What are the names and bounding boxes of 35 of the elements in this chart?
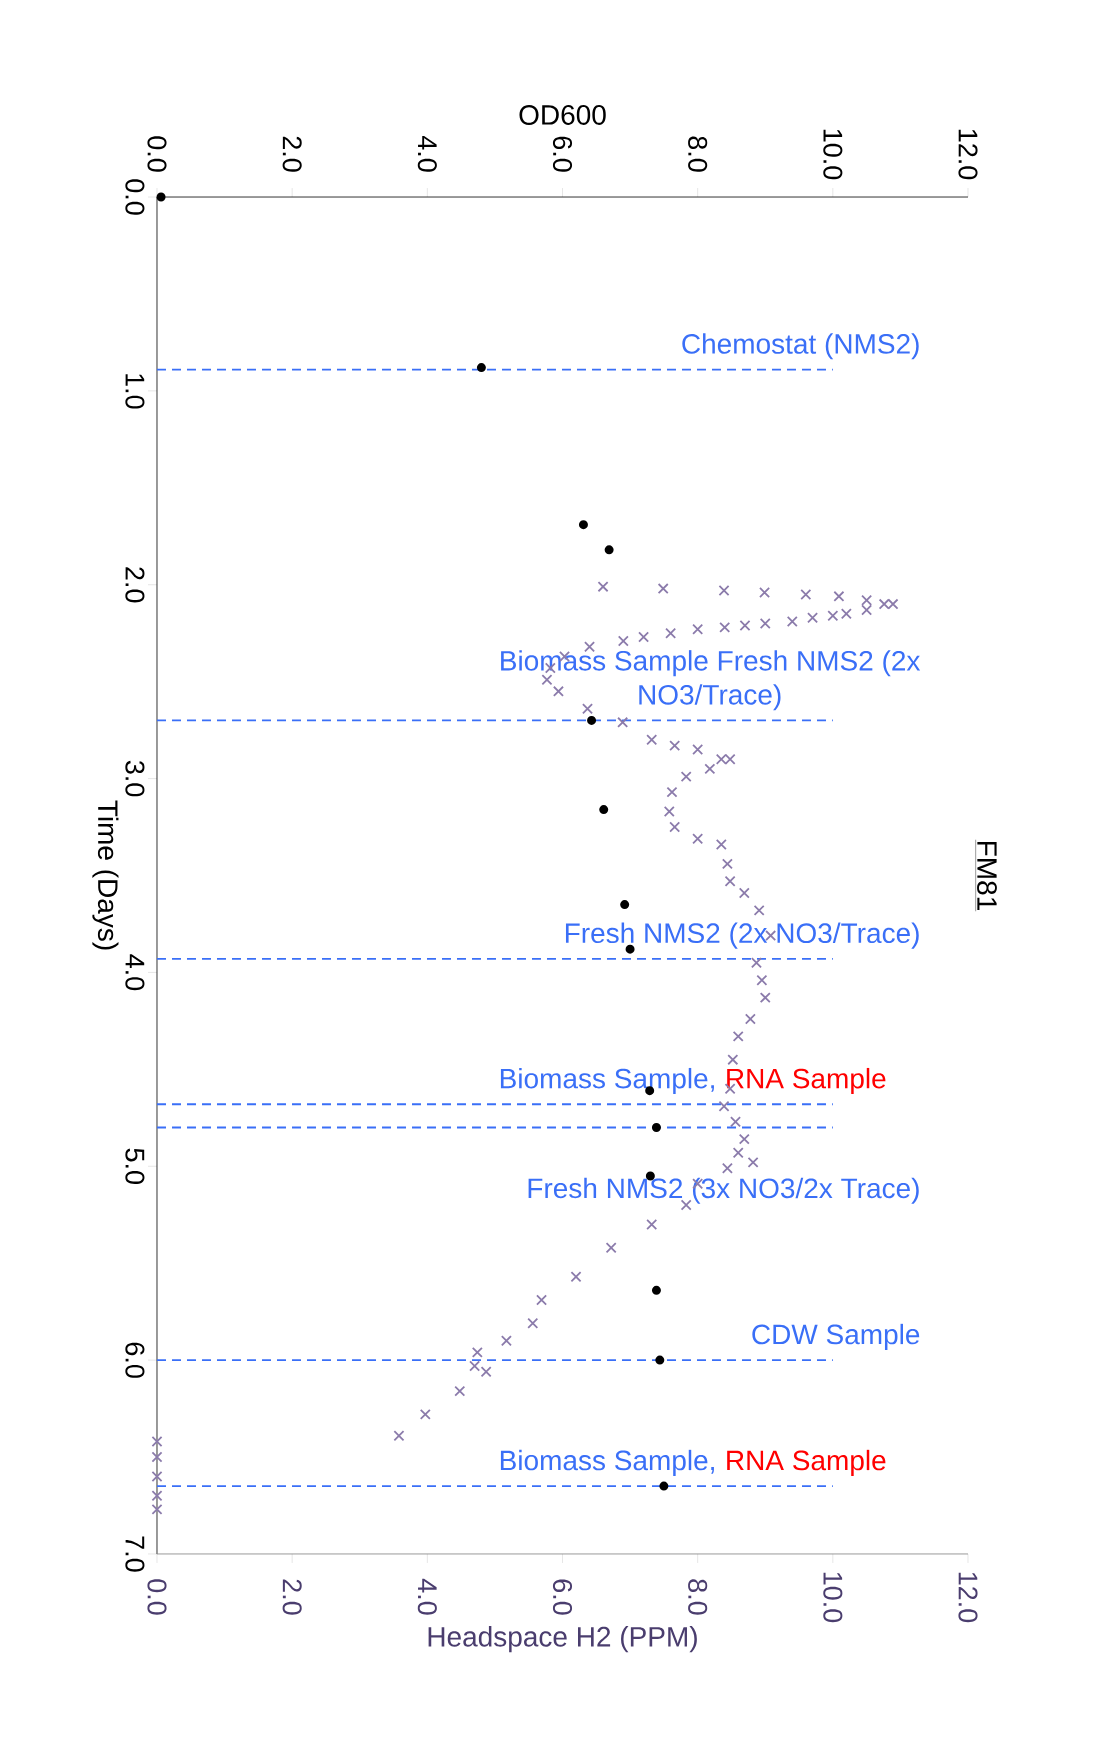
y-tick-label: 0.0 — [125, 179, 145, 215]
x2-tick-label: 10.0 — [823, 1572, 843, 1623]
x-tick-label: 10.0 — [823, 129, 843, 180]
ref-line-label: Fresh NMS2 (3x NO3/2x Trace) — [528, 1177, 919, 1204]
y-tick-label: 6.0 — [125, 1342, 145, 1378]
x-tick-label: 4.0 — [417, 135, 437, 172]
ref-line-label: CDW Sample — [752, 1323, 920, 1350]
x-tick-label: 12.0 — [958, 129, 978, 180]
x2-axis-title: OD600 — [519, 105, 606, 125]
x2-tick-label: 2.0 — [282, 1579, 302, 1615]
y-tick-label: 7.0 — [125, 1536, 145, 1572]
ref-line-label: Chemostat (NMS2) — [682, 333, 919, 360]
y-tick-label: 5.0 — [125, 1148, 145, 1184]
y-tick-label: 2.0 — [125, 567, 145, 603]
x-tick-label: 0.0 — [147, 136, 167, 172]
x-tick-label: 2.0 — [282, 136, 302, 172]
ref-line-label: Biomass Sample Fresh NMS2 (2x NO3/Trace) — [501, 650, 921, 711]
y-tick-label: 1.0 — [125, 374, 145, 409]
x2-tick-label: 6.0 — [552, 1579, 573, 1615]
y-tick-label: 3.0 — [125, 760, 145, 797]
annotation: RNA Sample — [727, 1067, 886, 1095]
ref-line-label: Biomass Sample, — [500, 1449, 714, 1476]
y-axis-title: Time (Days) — [92, 800, 119, 950]
ref-line-label: Biomass Sample, — [500, 1067, 714, 1095]
x2-tick-label: 0.0 — [147, 1579, 167, 1615]
ref-line-label: Fresh NMS2 (2x NO3/Trace) — [565, 922, 919, 949]
text: FM81 — [977, 842, 997, 910]
x-tick-label: 8.0 — [688, 136, 708, 172]
x-axis-title: Headspace H2 (PPM) — [428, 1626, 697, 1653]
x2-tick-label: 8.0 — [688, 1579, 708, 1615]
y-tick-label: 4.0 — [125, 954, 145, 991]
x2-tick-label: 4.0 — [417, 1578, 437, 1615]
x-tick-label: 6.0 — [552, 136, 573, 172]
annotation: RNA Sample — [727, 1449, 886, 1476]
x2-tick-label: 12.0 — [958, 1572, 978, 1623]
